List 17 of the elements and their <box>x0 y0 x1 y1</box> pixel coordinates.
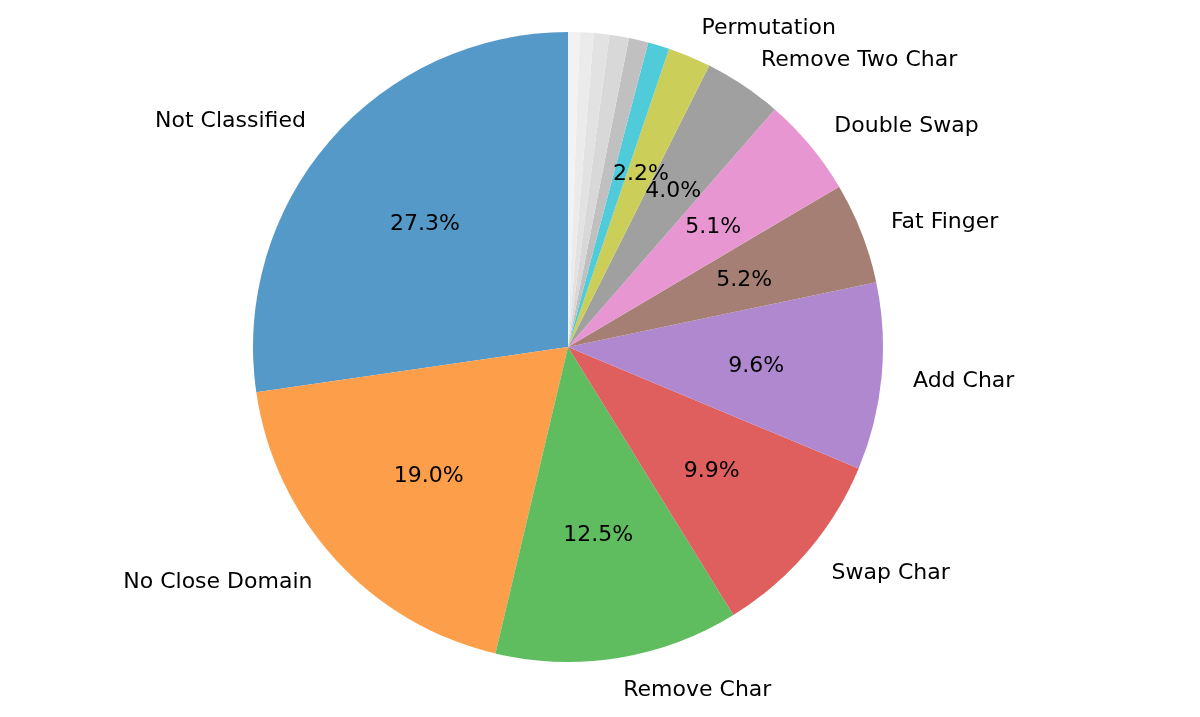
data-label: 12.5% <box>563 520 634 546</box>
slice-label: Swap Char <box>831 559 951 585</box>
slice-label: No Close Domain <box>123 568 313 593</box>
slice-label: Remove Char <box>623 676 773 702</box>
data-label: 9.6% <box>728 351 785 377</box>
data-label: 9.9% <box>683 456 740 482</box>
slice-label: Double Swap <box>834 112 979 138</box>
slice-label: Permutation <box>701 14 836 40</box>
pie-slice <box>568 65 775 347</box>
data-label: 27.3% <box>390 210 460 236</box>
data-label: 5.2% <box>716 265 773 291</box>
slice-label: Not Classified <box>155 107 306 133</box>
slice-label: Fat Finger <box>890 208 1000 234</box>
data-label: 5.1% <box>685 213 742 239</box>
slice-label: Add Char <box>912 366 1016 392</box>
data-label: 19.0% <box>393 461 464 487</box>
slice-label: Remove Two Char <box>760 46 959 72</box>
